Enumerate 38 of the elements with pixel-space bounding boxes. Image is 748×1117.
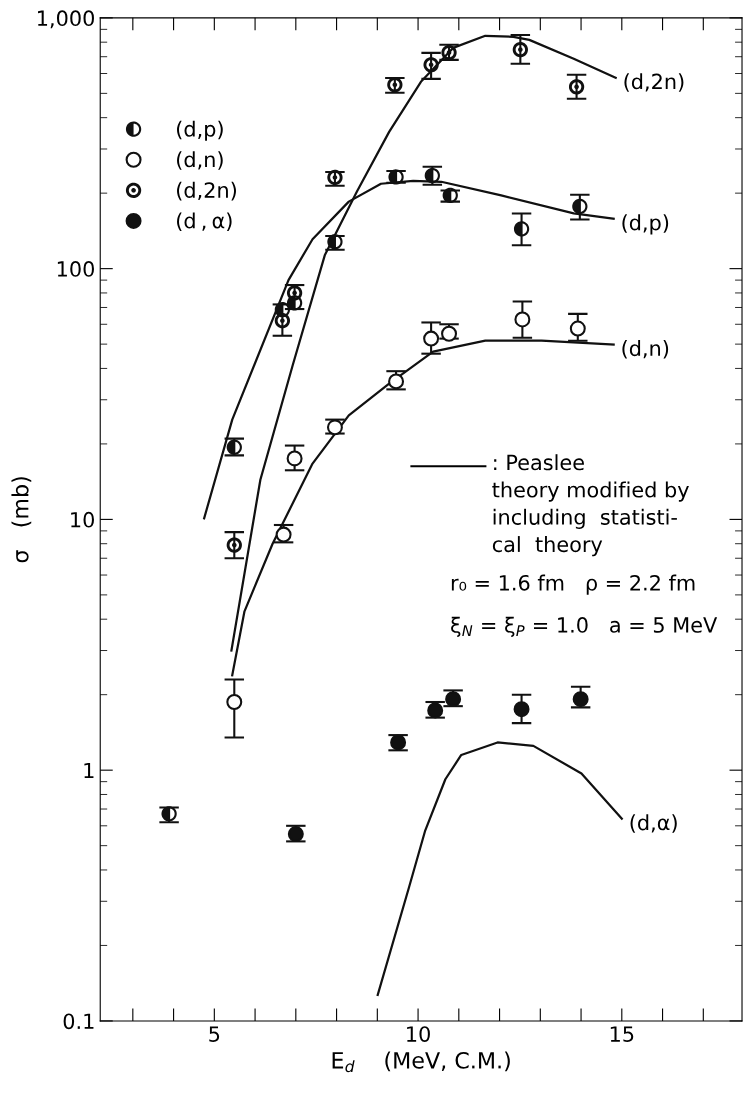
y-tick-label: 10 [71,511,94,528]
point [442,187,458,203]
legend-label: (d , α) [177,212,232,231]
point [423,330,440,347]
annotation: : Peaslee theory modified by including statisti- cal theory [492,454,689,557]
point [513,701,530,718]
text: E$_{d}$ (MeV, C.M.) [332,1051,510,1073]
point [286,285,303,301]
point [423,57,439,73]
annotation: (d,2n) [624,73,684,92]
annotation: (d,p) [622,214,669,235]
point [513,221,530,237]
point [569,320,586,337]
annotation: r₀ = 1.6 fm ρ = 2.2 fm [451,574,695,595]
annotation: (d,n) [622,340,669,359]
point [568,79,585,95]
y-tick-label: 0.1 [63,1013,94,1030]
y-tick-label: 1 [84,762,94,779]
legend-label: (d,p) [177,120,223,141]
annotation: ξ$_{N}$ = ξ$_{P}$ = 1.0 a = 5 MeV [451,616,718,637]
y-axis-title: σ (mb) [11,477,32,563]
annotation: (d,α) [630,814,677,833]
legend-label: (d,2n) [177,181,236,201]
line-series [376,741,623,997]
point [286,450,303,467]
point [514,311,531,328]
point [512,42,528,58]
x-tick-label: 15 [610,1026,634,1042]
x-tick-label: 10 [407,1026,430,1042]
point [274,313,291,329]
y-tick-label: 100 [57,261,94,277]
y-tick-label: 1,000 [38,10,94,29]
point [226,537,242,553]
point [572,691,589,708]
legend-label: (d,n) [177,151,223,170]
point [226,694,243,710]
point [572,198,588,215]
x-tick-label: 5 [209,1026,220,1042]
